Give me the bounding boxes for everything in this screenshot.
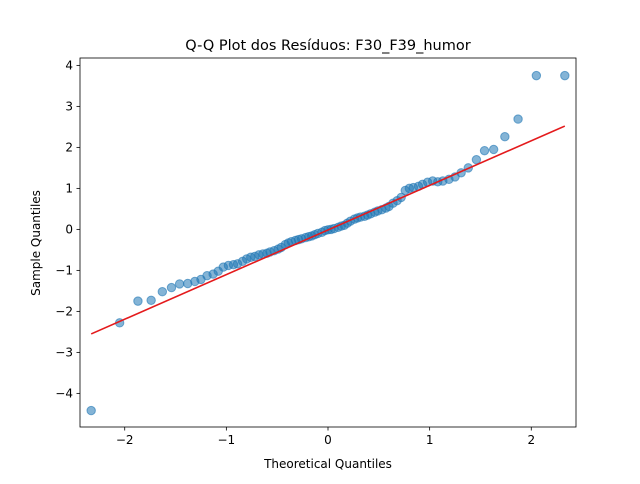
data-point [146,295,156,306]
x-axis-label: Theoretical Quantiles [263,457,392,471]
x-tick-label: 1 [426,433,434,447]
y-tick-label: −4 [55,387,73,401]
y-tick-label: 1 [65,182,73,196]
x-tick-label: 0 [324,433,332,447]
data-point [531,70,542,81]
y-tick-label: 0 [65,223,73,237]
y-tick-label: −3 [55,346,73,360]
x-tick-label: 2 [527,433,535,447]
data-point [488,144,499,155]
y-axis-label: Sample Quantiles [29,190,43,296]
y-tick-label: −2 [55,305,73,319]
data-point [479,145,490,156]
data-point [500,132,510,142]
chart-title: Q-Q Plot dos Resíduos: F30_F39_humor [185,38,470,54]
data-point [133,296,143,306]
data-point [560,70,570,81]
data-point [471,154,482,165]
y-tick-label: −1 [55,264,73,278]
y-tick-label: 3 [65,100,73,114]
data-point [157,287,168,297]
data-point [86,405,96,416]
data-point [166,282,177,293]
axis-ticks: −2 −1 0 1 2 −4 −3 −2 −1 0 1 2 3 4 [55,59,535,447]
reference-line-group [90,125,566,335]
data-point [513,114,523,124]
x-tick-label: −1 [218,433,236,447]
y-tick-label: 2 [65,141,73,155]
x-tick-label: −2 [116,433,134,447]
reference-line [90,125,566,335]
y-tick-label: 4 [65,59,73,73]
plot-frame [79,57,577,428]
data-point [174,279,185,289]
